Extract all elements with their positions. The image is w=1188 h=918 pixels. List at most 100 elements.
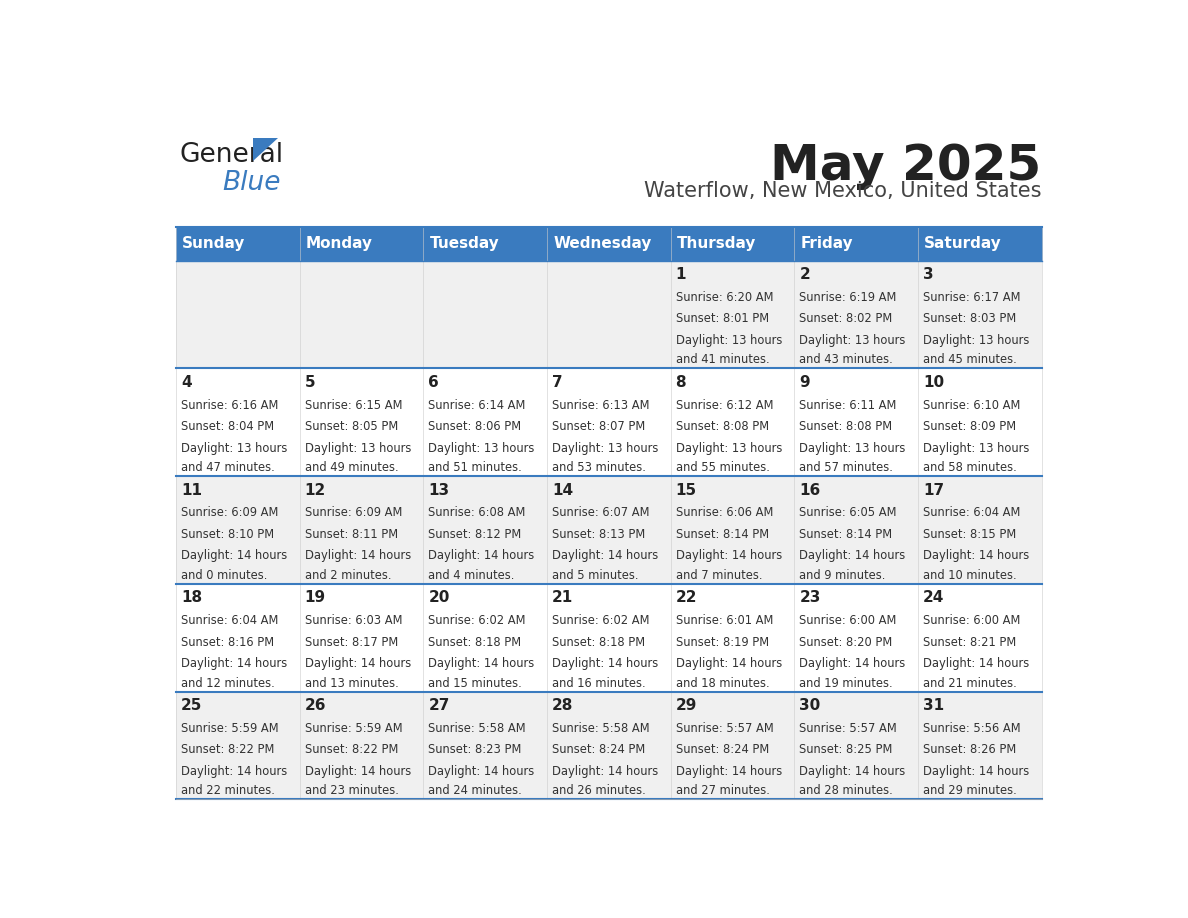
Text: Sunrise: 6:05 AM: Sunrise: 6:05 AM <box>800 507 897 520</box>
Text: 24: 24 <box>923 590 944 605</box>
Text: and 26 minutes.: and 26 minutes. <box>552 784 646 797</box>
FancyBboxPatch shape <box>299 368 423 476</box>
Text: Sunrise: 6:17 AM: Sunrise: 6:17 AM <box>923 291 1020 304</box>
Text: Sunrise: 6:02 AM: Sunrise: 6:02 AM <box>552 614 650 627</box>
Text: Sunset: 8:10 PM: Sunset: 8:10 PM <box>181 528 274 541</box>
Text: 12: 12 <box>304 483 326 498</box>
FancyBboxPatch shape <box>795 691 918 800</box>
Text: and 55 minutes.: and 55 minutes. <box>676 461 770 474</box>
FancyBboxPatch shape <box>795 368 918 476</box>
Text: Sunset: 8:11 PM: Sunset: 8:11 PM <box>304 528 398 541</box>
Text: Sunrise: 5:59 AM: Sunrise: 5:59 AM <box>181 722 279 734</box>
Text: Sunrise: 5:58 AM: Sunrise: 5:58 AM <box>429 722 526 734</box>
Text: Sunset: 8:17 PM: Sunset: 8:17 PM <box>304 635 398 649</box>
Text: Sunset: 8:14 PM: Sunset: 8:14 PM <box>676 528 769 541</box>
FancyBboxPatch shape <box>546 476 671 584</box>
Text: and 21 minutes.: and 21 minutes. <box>923 677 1017 689</box>
Text: Daylight: 13 hours: Daylight: 13 hours <box>304 442 411 454</box>
Text: Sunset: 8:24 PM: Sunset: 8:24 PM <box>676 744 769 756</box>
Text: Sunrise: 6:00 AM: Sunrise: 6:00 AM <box>923 614 1020 627</box>
Text: Sunrise: 6:01 AM: Sunrise: 6:01 AM <box>676 614 773 627</box>
Text: Sunset: 8:19 PM: Sunset: 8:19 PM <box>676 635 769 649</box>
Text: Sunset: 8:08 PM: Sunset: 8:08 PM <box>800 420 892 433</box>
Text: Tuesday: Tuesday <box>430 236 499 252</box>
Text: Sunset: 8:07 PM: Sunset: 8:07 PM <box>552 420 645 433</box>
Text: and 47 minutes.: and 47 minutes. <box>181 461 274 474</box>
FancyBboxPatch shape <box>299 584 423 691</box>
FancyBboxPatch shape <box>423 261 546 368</box>
Text: Daylight: 14 hours: Daylight: 14 hours <box>304 550 411 563</box>
Text: 6: 6 <box>429 375 440 390</box>
FancyBboxPatch shape <box>671 261 795 368</box>
Text: and 24 minutes.: and 24 minutes. <box>429 784 522 797</box>
Text: and 2 minutes.: and 2 minutes. <box>304 569 391 582</box>
FancyBboxPatch shape <box>671 368 795 476</box>
Text: and 15 minutes.: and 15 minutes. <box>429 677 522 689</box>
Text: Sunrise: 6:14 AM: Sunrise: 6:14 AM <box>429 398 526 411</box>
Text: Sunrise: 5:58 AM: Sunrise: 5:58 AM <box>552 722 650 734</box>
Text: Sunday: Sunday <box>182 236 246 252</box>
Text: Daylight: 13 hours: Daylight: 13 hours <box>552 442 658 454</box>
Text: Sunset: 8:04 PM: Sunset: 8:04 PM <box>181 420 274 433</box>
FancyBboxPatch shape <box>299 476 423 584</box>
Text: Daylight: 13 hours: Daylight: 13 hours <box>923 442 1029 454</box>
FancyBboxPatch shape <box>671 476 795 584</box>
Text: 7: 7 <box>552 375 563 390</box>
Text: Sunset: 8:14 PM: Sunset: 8:14 PM <box>800 528 892 541</box>
Text: and 49 minutes.: and 49 minutes. <box>304 461 398 474</box>
Text: Daylight: 14 hours: Daylight: 14 hours <box>181 765 287 778</box>
Text: May 2025: May 2025 <box>770 142 1042 190</box>
Text: and 22 minutes.: and 22 minutes. <box>181 784 274 797</box>
Text: General: General <box>179 142 284 168</box>
Text: and 23 minutes.: and 23 minutes. <box>304 784 399 797</box>
Text: 5: 5 <box>304 375 315 390</box>
Text: Sunrise: 5:57 AM: Sunrise: 5:57 AM <box>676 722 773 734</box>
Text: Daylight: 14 hours: Daylight: 14 hours <box>429 550 535 563</box>
Text: Sunset: 8:26 PM: Sunset: 8:26 PM <box>923 744 1016 756</box>
Text: 29: 29 <box>676 698 697 713</box>
Text: Sunrise: 6:16 AM: Sunrise: 6:16 AM <box>181 398 278 411</box>
Text: 23: 23 <box>800 590 821 605</box>
Text: 31: 31 <box>923 698 944 713</box>
Text: and 16 minutes.: and 16 minutes. <box>552 677 645 689</box>
Text: Sunrise: 6:03 AM: Sunrise: 6:03 AM <box>304 614 403 627</box>
Text: 10: 10 <box>923 375 944 390</box>
Text: Sunset: 8:23 PM: Sunset: 8:23 PM <box>429 744 522 756</box>
Text: Sunrise: 6:09 AM: Sunrise: 6:09 AM <box>304 507 402 520</box>
Text: Sunset: 8:16 PM: Sunset: 8:16 PM <box>181 635 274 649</box>
Text: Sunrise: 5:59 AM: Sunrise: 5:59 AM <box>304 722 403 734</box>
Text: 3: 3 <box>923 267 934 282</box>
FancyBboxPatch shape <box>546 227 671 261</box>
Text: Sunrise: 6:11 AM: Sunrise: 6:11 AM <box>800 398 897 411</box>
Text: Sunset: 8:21 PM: Sunset: 8:21 PM <box>923 635 1016 649</box>
Text: and 29 minutes.: and 29 minutes. <box>923 784 1017 797</box>
Text: Daylight: 14 hours: Daylight: 14 hours <box>923 550 1029 563</box>
FancyBboxPatch shape <box>299 261 423 368</box>
FancyBboxPatch shape <box>918 476 1042 584</box>
Text: Sunrise: 6:10 AM: Sunrise: 6:10 AM <box>923 398 1020 411</box>
Text: 26: 26 <box>304 698 327 713</box>
FancyBboxPatch shape <box>546 261 671 368</box>
Text: Sunrise: 5:56 AM: Sunrise: 5:56 AM <box>923 722 1020 734</box>
FancyBboxPatch shape <box>423 227 546 261</box>
Text: Daylight: 14 hours: Daylight: 14 hours <box>181 550 287 563</box>
Text: Sunset: 8:18 PM: Sunset: 8:18 PM <box>429 635 522 649</box>
Text: Sunrise: 6:13 AM: Sunrise: 6:13 AM <box>552 398 650 411</box>
Text: Monday: Monday <box>307 236 373 252</box>
FancyBboxPatch shape <box>918 261 1042 368</box>
Text: Sunrise: 6:00 AM: Sunrise: 6:00 AM <box>800 614 897 627</box>
Text: and 58 minutes.: and 58 minutes. <box>923 461 1017 474</box>
Text: Sunset: 8:22 PM: Sunset: 8:22 PM <box>304 744 398 756</box>
Text: Sunrise: 6:04 AM: Sunrise: 6:04 AM <box>181 614 278 627</box>
Text: Sunset: 8:15 PM: Sunset: 8:15 PM <box>923 528 1016 541</box>
Text: and 5 minutes.: and 5 minutes. <box>552 569 638 582</box>
Text: Daylight: 14 hours: Daylight: 14 hours <box>800 765 905 778</box>
FancyBboxPatch shape <box>671 227 795 261</box>
FancyBboxPatch shape <box>299 227 423 261</box>
FancyBboxPatch shape <box>918 691 1042 800</box>
Text: 15: 15 <box>676 483 696 498</box>
Text: 27: 27 <box>429 698 450 713</box>
Text: Daylight: 13 hours: Daylight: 13 hours <box>181 442 287 454</box>
Text: and 4 minutes.: and 4 minutes. <box>429 569 514 582</box>
Text: Daylight: 14 hours: Daylight: 14 hours <box>676 550 782 563</box>
